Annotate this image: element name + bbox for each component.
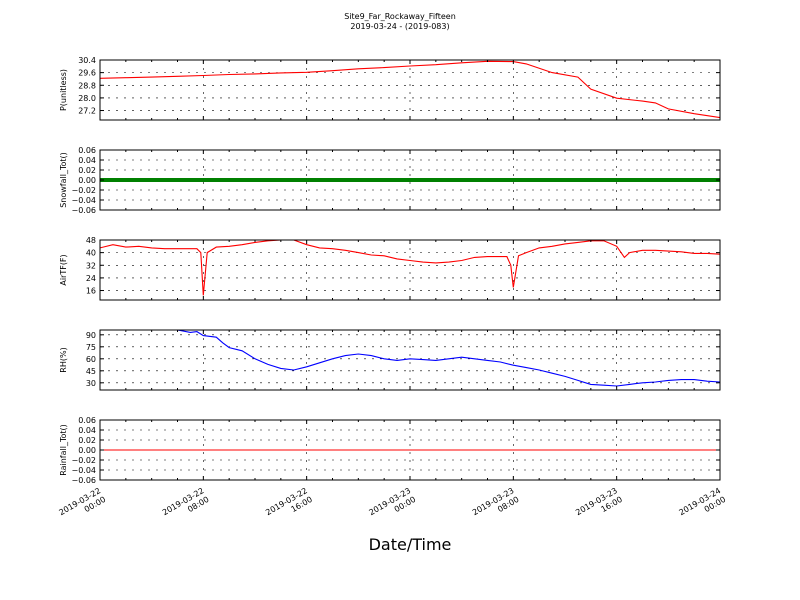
- series-line: [100, 60, 720, 119]
- ytick-label: 0.06: [78, 416, 96, 425]
- ytick-label: −0.02: [71, 456, 96, 465]
- ytick-label: 75: [86, 343, 96, 352]
- ytick-label: 60: [86, 355, 96, 364]
- x-axis-label: Date/Time: [369, 535, 452, 554]
- ytick-label: 0.04: [78, 156, 96, 165]
- series-line: [100, 240, 720, 296]
- y-axis-label: Rainfall_Tot(): [59, 424, 68, 476]
- ytick-label: 30.4: [78, 56, 96, 65]
- panel-3: 30 45 60 75 90 RH(%): [59, 329, 721, 391]
- ytick-label: 27.2: [78, 107, 96, 116]
- ytick-label: −0.04: [71, 466, 96, 475]
- ytick-label: −0.06: [71, 206, 96, 215]
- panel-0: 27.2 28.0 28.8 29.6 30.4 P(unitless): [59, 56, 721, 121]
- ytick-label: −0.02: [71, 186, 96, 195]
- ytick-label: −0.06: [71, 476, 96, 485]
- ytick-label: 0.06: [78, 146, 96, 155]
- ytick-label: 0.04: [78, 426, 96, 435]
- y-axis-label: Snowfall_Tot(): [59, 152, 68, 208]
- series-line: [175, 330, 720, 387]
- ytick-label: 16: [86, 287, 96, 296]
- ytick-label: 0.02: [78, 166, 96, 175]
- ytick-label: 28.8: [78, 81, 96, 90]
- ytick-label: 0.00: [78, 176, 96, 185]
- y-axis-label: AirTF(F): [59, 254, 68, 285]
- ytick-label: 0.00: [78, 446, 96, 455]
- ytick-label: 28.0: [78, 94, 96, 103]
- ytick-label: 30: [86, 379, 96, 388]
- panel-4: −0.06−0.04−0.020.000.020.040.06 Rainfall_…: [59, 416, 721, 485]
- ytick-label: 24: [86, 274, 96, 283]
- ytick-label: −0.04: [71, 196, 96, 205]
- figure-title: Site9_Far_Rockaway_Fifteen: [344, 12, 456, 21]
- ytick-label: 29.6: [78, 69, 96, 78]
- figure-subtitle: 2019-03-24 - (2019-083): [350, 22, 449, 31]
- ytick-label: 90: [86, 331, 96, 340]
- ytick-label: 32: [86, 261, 96, 270]
- ytick-label: 0.02: [78, 436, 96, 445]
- y-axis-label: RH(%): [59, 347, 68, 372]
- panel-2: 16 24 32 40 48 AirTF(F): [59, 236, 721, 301]
- panel-1: −0.06−0.04−0.020.000.020.040.06 Snowfall_…: [59, 146, 721, 215]
- ytick-label: 48: [86, 236, 96, 245]
- y-axis-label: P(unitless): [59, 69, 68, 111]
- ytick-label: 40: [86, 249, 96, 258]
- ytick-label: 45: [86, 367, 96, 376]
